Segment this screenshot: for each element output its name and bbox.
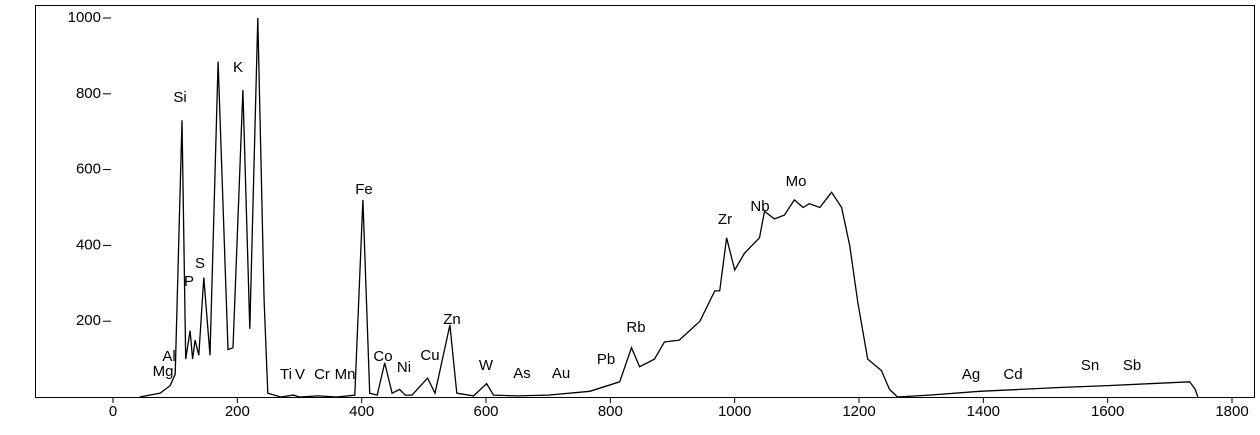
peak-label: P	[184, 273, 194, 290]
peak-label: Pb	[597, 351, 615, 368]
peak-label: As	[513, 365, 531, 382]
peak-label: Ni	[397, 359, 411, 376]
x-tick-label: 200	[225, 403, 250, 420]
peak-label: Co	[373, 348, 392, 365]
peak-label: Zr	[718, 211, 732, 228]
x-tick-label: 600	[473, 403, 498, 420]
x-tick-label: 1800	[1215, 403, 1248, 420]
x-tick-label: 1200	[842, 403, 875, 420]
y-tick-label: 800	[76, 85, 101, 102]
peak-label: Cu	[420, 347, 439, 364]
peak-label: Mo	[786, 173, 807, 190]
peak-label: Fe	[355, 181, 373, 198]
x-tick-label: 800	[598, 403, 623, 420]
y-tick-label: 400	[76, 236, 101, 253]
spectrum-line	[139, 17, 1199, 398]
peak-label: Au	[552, 365, 570, 382]
peak-label: Ti	[280, 366, 292, 383]
peak-label: Rb	[626, 319, 645, 336]
peak-label: Cd	[1003, 366, 1022, 383]
plot-frame	[35, 5, 1255, 398]
peak-label: Si	[173, 89, 186, 106]
peak-label: V	[295, 366, 305, 383]
x-tick-label: 1600	[1091, 403, 1124, 420]
y-tick-label: 200	[76, 312, 101, 329]
peak-label: Ag	[962, 366, 980, 383]
x-tick-label: 400	[349, 403, 374, 420]
peak-label: Mg	[153, 363, 174, 380]
peak-label: Mn	[335, 366, 356, 383]
peak-label: Nb	[750, 198, 769, 215]
peak-label: Al	[162, 348, 175, 365]
peak-label: K	[233, 59, 243, 76]
peak-label: Sb	[1123, 357, 1141, 374]
peak-label: Zn	[443, 311, 461, 328]
y-tick-label: 600	[76, 161, 101, 178]
peak-label: S	[195, 255, 205, 272]
peak-label: W	[479, 357, 494, 374]
y-tick-label: 1000	[68, 9, 101, 26]
peak-label: Cr	[314, 366, 330, 383]
x-tick-label: 0	[109, 403, 117, 420]
x-tick-label: 1000	[718, 403, 751, 420]
x-tick-label: 1400	[967, 403, 1000, 420]
peak-label: Sn	[1081, 357, 1099, 374]
